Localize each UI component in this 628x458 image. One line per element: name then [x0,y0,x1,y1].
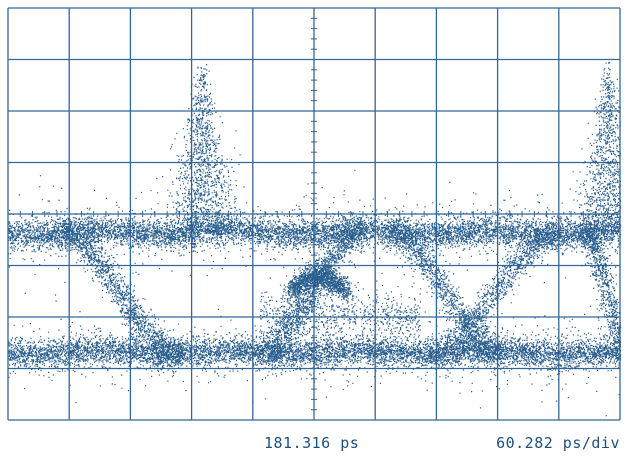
time-position-readout: 181.316 ps [264,434,360,452]
eye-waveform-samples [8,62,622,417]
waveform-sample-dots [8,62,622,417]
time-scale-readout: 60.282 ps/div [496,434,620,452]
